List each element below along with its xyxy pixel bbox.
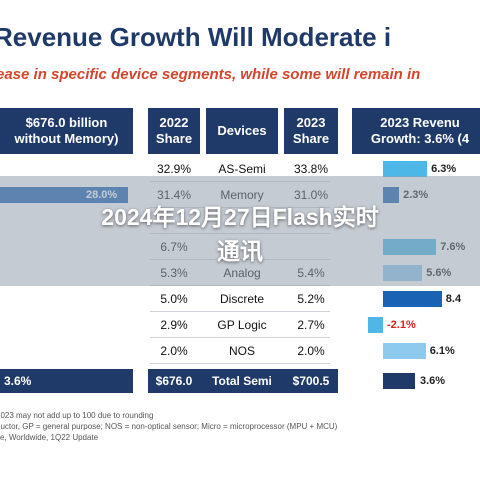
growth-bar <box>383 343 426 359</box>
footnote-source: ce, Worldwide, 1Q22 Update <box>0 433 99 442</box>
header-revenue-line1: $676.0 billion <box>25 115 108 130</box>
watermark-band <box>0 176 480 286</box>
share-2022-cell: 2.9% <box>160 318 188 332</box>
growth-label: -2.1% <box>387 319 416 331</box>
growth-label: 6.3% <box>431 163 457 175</box>
footer-2023-value: $700.5 <box>292 374 330 388</box>
row-divider <box>150 363 330 364</box>
header-devices-label: Devices <box>217 123 267 138</box>
footnotes: 2023 may not add up to 100 due to roundi… <box>0 410 337 443</box>
table-row: 2.9% GP Logic 2.7% -2.1% <box>0 312 480 338</box>
growth-bar <box>383 161 428 177</box>
header-2023-share: 2023 Share <box>284 108 338 154</box>
footnote-rounding: 2023 may not add up to 100 due to roundi… <box>0 411 154 420</box>
device-cell: AS-Semi <box>218 162 266 176</box>
watermark-line-2: 通讯 <box>217 238 263 264</box>
share-2023-cell: 2.0% <box>297 344 325 358</box>
share-2023-cell: 33.8% <box>293 162 329 176</box>
share-2022-cell: 32.9% <box>156 162 192 176</box>
footer-total-box <box>148 369 338 393</box>
header-2022-share: 2022 Share <box>148 108 200 154</box>
device-cell: NOS <box>228 344 255 358</box>
share-2023-cell: 2.7% <box>297 318 325 332</box>
header-revenue-total: $676.0 billion without Memory) <box>0 108 133 154</box>
share-2022-cell: 5.0% <box>160 292 188 306</box>
footer-left-box <box>0 369 133 393</box>
header-2023-label: Share <box>292 131 330 146</box>
growth-bar <box>368 317 383 333</box>
row-divider <box>150 337 330 338</box>
header-revenue-growth: 2023 Revenu Growth: 3.6% (4 <box>352 108 480 154</box>
share-2023-cell: 5.2% <box>297 292 325 306</box>
header-devices: Devices <box>206 108 278 154</box>
footer-device: Total Semi <box>212 374 272 388</box>
table-row: 5.0% Discrete 5.2% 8.4 <box>0 286 480 312</box>
watermark-line-1: 2024年12月27日Flash实时 <box>101 204 379 230</box>
header-revenue-line2: without Memory) <box>14 131 119 146</box>
row-divider <box>150 311 330 312</box>
header-growth-line1: 2023 Revenu <box>380 115 460 130</box>
footnote-abbreviations: ductor, GP = general purpose; NOS = non-… <box>0 422 338 431</box>
header-2022-year: 2022 <box>159 115 189 130</box>
share-2022-cell: 2.0% <box>160 344 188 358</box>
footer-growth-label: 3.6% <box>420 375 446 387</box>
header-2022-label: Share <box>155 131 193 146</box>
slide-subtitle: ease in specific device segments, while … <box>0 66 421 83</box>
table-footer-row: 3.6% $676.0 Total Semi $700.5 3.6% <box>0 368 480 394</box>
footer-left-value: 3.6% <box>4 374 32 388</box>
footer-2022-value: $676.0 <box>155 374 193 388</box>
header-growth-line2: Growth: 3.6% (4 <box>370 131 470 146</box>
growth-bar <box>383 291 442 307</box>
header-2023-year: 2023 <box>296 115 326 130</box>
table-row: 32.9% AS-Semi 33.8% 6.3% <box>0 156 480 182</box>
device-cell: Discrete <box>219 292 264 306</box>
slide-title: Revenue Growth Will Moderate i <box>0 22 392 52</box>
table-row: 2.0% NOS 2.0% 6.1% <box>0 338 480 364</box>
footer-growth-bar <box>383 373 415 389</box>
growth-label: 6.1% <box>429 345 455 357</box>
growth-label: 8.4 <box>445 293 462 305</box>
device-cell: GP Logic <box>217 318 267 332</box>
